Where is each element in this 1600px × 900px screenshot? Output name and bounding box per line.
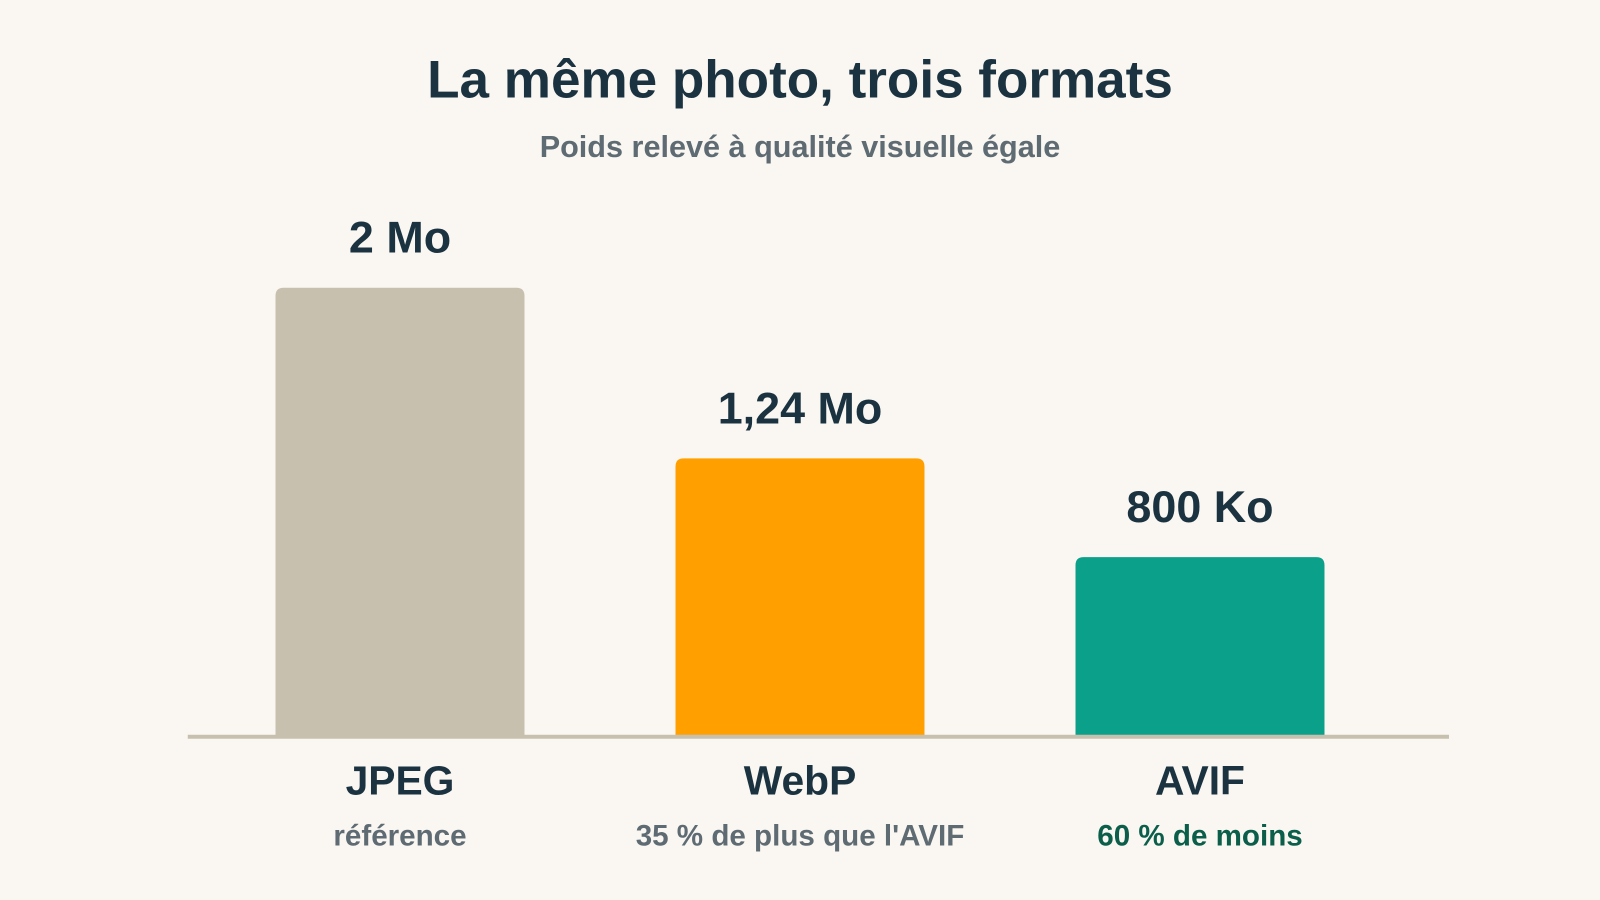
x-tick-label: AVIF — [1155, 757, 1245, 803]
chart-subtitle: Poids relevé à qualité visuelle égale — [540, 130, 1061, 164]
value-label: 2 Mo — [349, 212, 451, 263]
category-note: 60 % de moins — [1097, 820, 1302, 853]
x-tick-label: JPEG — [346, 757, 455, 803]
bar — [675, 458, 925, 737]
category-note: référence — [333, 820, 466, 853]
chart-title: La même photo, trois formats — [427, 51, 1173, 110]
bar — [1075, 557, 1325, 737]
x-tick-label: WebP — [744, 757, 857, 803]
value-label: 1,24 Mo — [718, 382, 883, 433]
bar — [275, 287, 525, 737]
value-label: 800 Ko — [1126, 481, 1273, 532]
category-note: 35 % de plus que l'AVIF — [636, 820, 965, 853]
